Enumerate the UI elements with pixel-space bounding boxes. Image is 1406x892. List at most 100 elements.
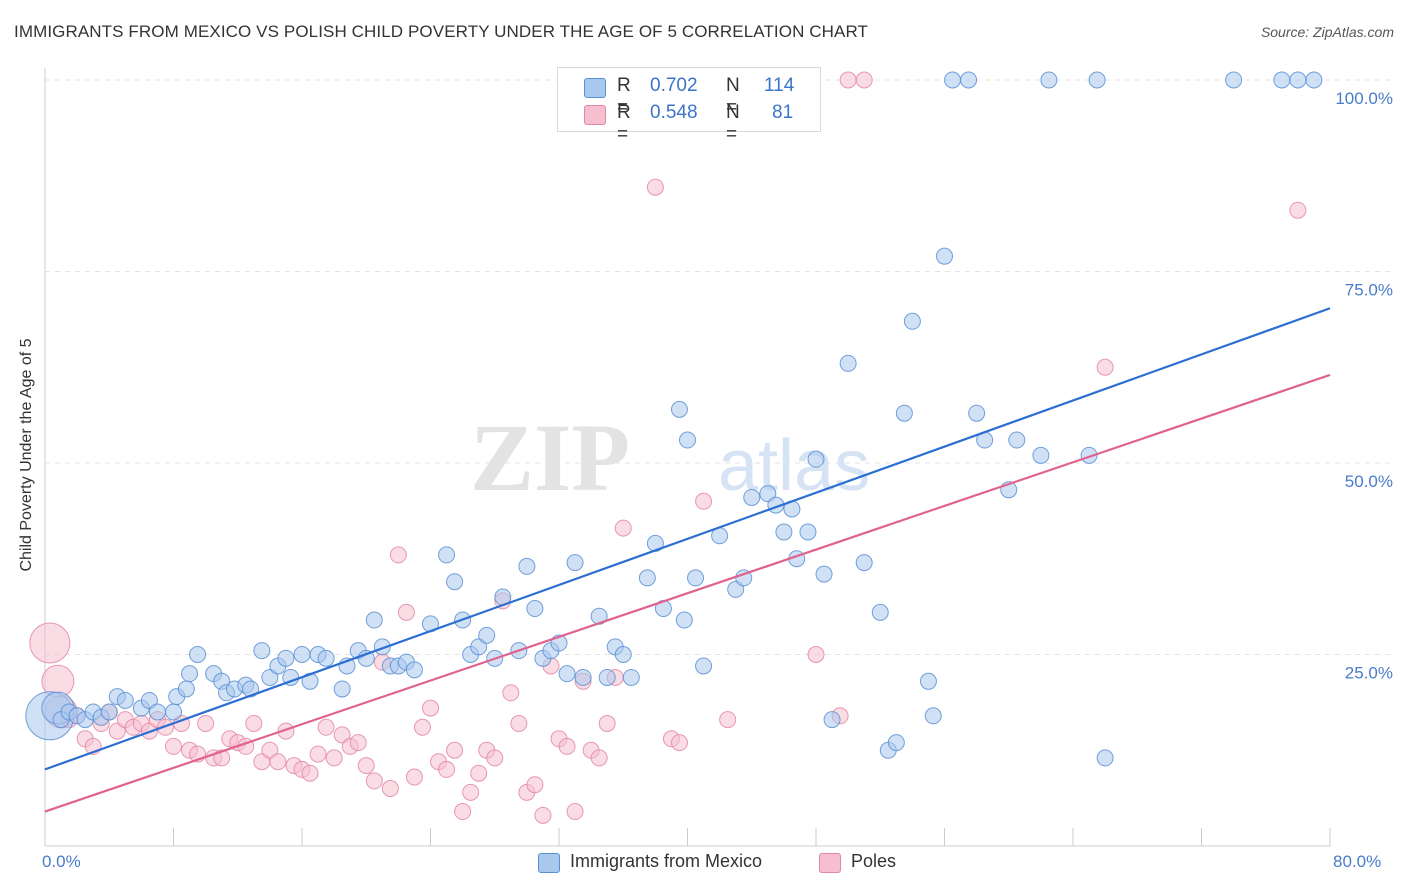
poles-trend-line xyxy=(44,373,1331,813)
legend-n-value-poles: 81 xyxy=(772,102,794,123)
poles-point-77 xyxy=(719,711,737,729)
mexico-point-88 xyxy=(839,354,857,372)
poles-point-34 xyxy=(309,745,327,763)
mexico-point-96 xyxy=(924,707,942,725)
legend-n-value-mexico: 114 xyxy=(764,75,795,96)
poles-point-0 xyxy=(29,622,71,664)
mexico-point-33 xyxy=(317,649,335,667)
mexico-trend-line xyxy=(44,307,1331,771)
mexico-point-17 xyxy=(181,665,199,683)
mexico-point-109 xyxy=(1225,71,1243,89)
y-tick-label-0: 25.0% xyxy=(1345,664,1393,683)
mexico-point-54 xyxy=(518,557,536,575)
mexico-point-37 xyxy=(357,649,375,667)
poles-point-82 xyxy=(1096,358,1114,376)
y-tick-label-2: 75.0% xyxy=(1345,281,1393,300)
mexico-point-84 xyxy=(799,523,817,541)
legend-swatch-poles xyxy=(584,105,606,125)
poles-point-40 xyxy=(357,757,375,775)
poles-point-47 xyxy=(413,718,431,736)
mexico-point-73 xyxy=(687,569,705,587)
mexico-point-103 xyxy=(1008,431,1026,449)
mexico-point-65 xyxy=(614,646,632,663)
mexico-point-104 xyxy=(1032,446,1050,464)
poles-point-9 xyxy=(108,722,126,740)
bottom-legend-label-mexico: Immigrants from Mexico xyxy=(570,851,763,871)
x-tick-min: 0.0% xyxy=(42,852,81,871)
poles-point-61 xyxy=(526,776,544,794)
mexico-point-63 xyxy=(598,668,616,686)
source-label: Source: ZipAtlas.com xyxy=(1260,24,1394,40)
poles-point-28 xyxy=(261,741,279,759)
mexico-point-16 xyxy=(177,680,195,698)
poles-point-62 xyxy=(534,806,552,824)
poles-point-26 xyxy=(245,714,263,732)
grid-lines xyxy=(45,79,1393,655)
mexico-point-76 xyxy=(727,580,745,598)
mexico-point-13 xyxy=(148,703,166,721)
poles-point-54 xyxy=(470,764,488,782)
poles-point-51 xyxy=(446,741,464,759)
poles-point-81 xyxy=(855,71,873,89)
mexico-point-60 xyxy=(566,554,584,572)
mexico-point-81 xyxy=(775,523,793,541)
poles-point-50 xyxy=(438,760,456,778)
poles-point-52 xyxy=(454,803,472,821)
poles-point-65 xyxy=(558,737,576,755)
mexico-point-70 xyxy=(670,400,688,418)
mexico-point-93 xyxy=(895,404,913,422)
y-tick-label-1: 50.0% xyxy=(1345,472,1393,491)
legend-n-label: N = xyxy=(726,75,740,118)
mexico-point-107 xyxy=(1088,71,1106,89)
poles-point-59 xyxy=(510,714,528,732)
mexico-point-55 xyxy=(526,600,544,618)
mexico-point-92 xyxy=(887,734,905,752)
legend-n-label: N = xyxy=(726,102,740,145)
mexico-point-94 xyxy=(903,312,921,330)
mexico-points xyxy=(25,71,1323,767)
mexico-point-18 xyxy=(189,646,207,663)
poles-point-20 xyxy=(197,714,215,732)
poles-point-58 xyxy=(502,684,520,702)
poles-point-46 xyxy=(405,768,423,786)
poles-point-39 xyxy=(349,734,367,752)
mexico-point-46 xyxy=(446,573,464,591)
mexico-point-100 xyxy=(968,404,986,422)
mexico-point-110 xyxy=(1273,71,1291,89)
poles-point-37 xyxy=(333,726,351,744)
poles-point-70 xyxy=(598,714,616,732)
mexico-point-10 xyxy=(116,691,134,709)
mexico-point-74 xyxy=(695,657,713,675)
poles-point-44 xyxy=(389,546,407,564)
bottom-legend-swatch-mexico xyxy=(538,853,560,873)
poles-point-53 xyxy=(462,783,480,801)
trend-lines xyxy=(44,307,1331,813)
mexico-point-67 xyxy=(638,569,656,587)
mexico-point-66 xyxy=(622,668,640,686)
mexico-point-8 xyxy=(100,703,118,721)
mexico-point-59 xyxy=(558,665,576,683)
poles-point-75 xyxy=(670,734,688,752)
legend-r-value-mexico: 0.702 xyxy=(650,75,698,96)
mexico-point-49 xyxy=(470,638,488,656)
mexico-point-85 xyxy=(807,450,825,468)
mexico-point-24 xyxy=(242,680,260,698)
legend-swatch-mexico xyxy=(584,78,606,98)
poles-point-80 xyxy=(839,71,857,89)
y-tick-label-3: 100.0% xyxy=(1335,89,1393,108)
legend-r-value-poles: 0.548 xyxy=(650,102,698,123)
poles-point-33 xyxy=(301,764,319,782)
y-tick-labels: 25.0% 50.0% 75.0% 100.0% xyxy=(1335,89,1393,683)
mexico-point-26 xyxy=(261,668,279,686)
poles-point-45 xyxy=(397,603,415,621)
watermark-atlas: atlas xyxy=(718,426,870,506)
poles-point-83 xyxy=(1289,201,1307,219)
poles-point-41 xyxy=(365,772,383,790)
watermark-zip: ZIP xyxy=(470,404,630,511)
poles-point-48 xyxy=(422,699,439,717)
chart-title: IMMIGRANTS FROM MEXICO VS POLISH CHILD P… xyxy=(14,22,869,41)
poles-point-36 xyxy=(325,749,343,767)
bottom-legend-label-poles: Poles xyxy=(851,851,897,871)
watermark: ZIP atlas xyxy=(470,404,870,511)
